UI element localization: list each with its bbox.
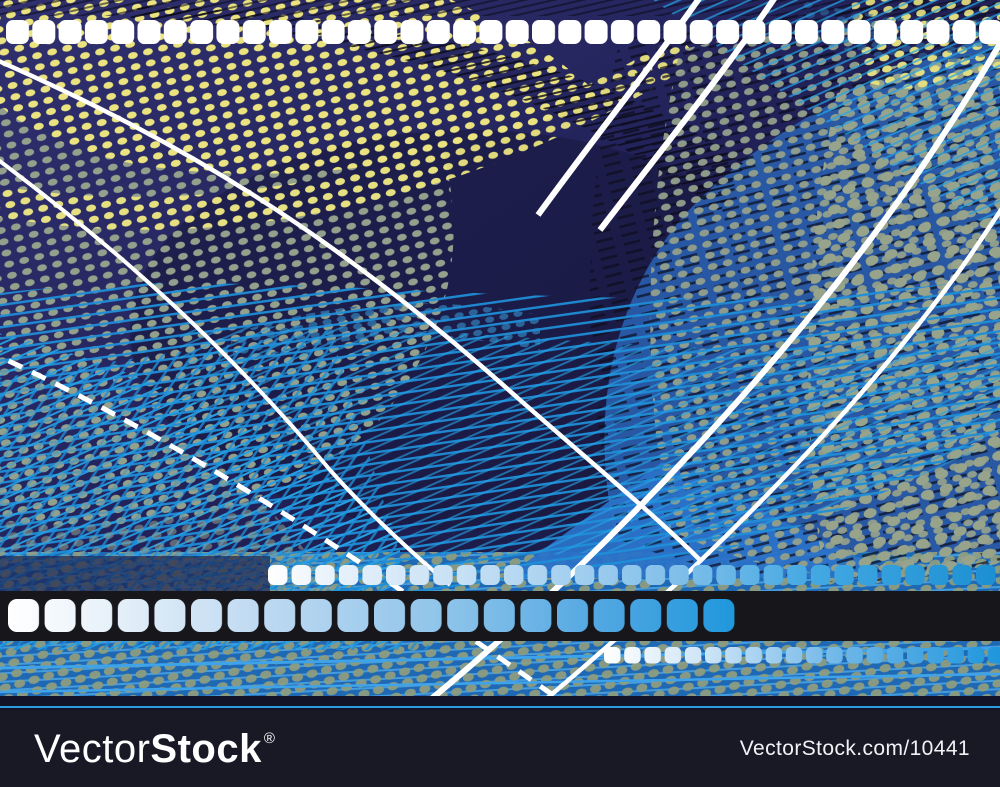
logo-text-vector: Vector	[34, 726, 151, 771]
abstract-artwork	[0, 0, 1000, 710]
mid-strip-left-shadow	[0, 556, 270, 592]
logo-text-stock: Stock	[150, 726, 262, 771]
image-credit-url: VectorStock.com/10441	[739, 736, 970, 760]
white-diagonals-top	[535, 0, 777, 232]
filmstrip-large	[8, 599, 739, 632]
watermark-bar: VectorStock ® VectorStock.com/10441	[0, 710, 1000, 787]
filmstrip-lower-small	[604, 647, 1000, 664]
filmstrip-top	[6, 20, 1000, 44]
filmstrip-middle-small	[268, 565, 1000, 585]
registered-mark: ®	[263, 730, 276, 748]
vectorstock-logo: VectorStock ®	[34, 729, 275, 769]
